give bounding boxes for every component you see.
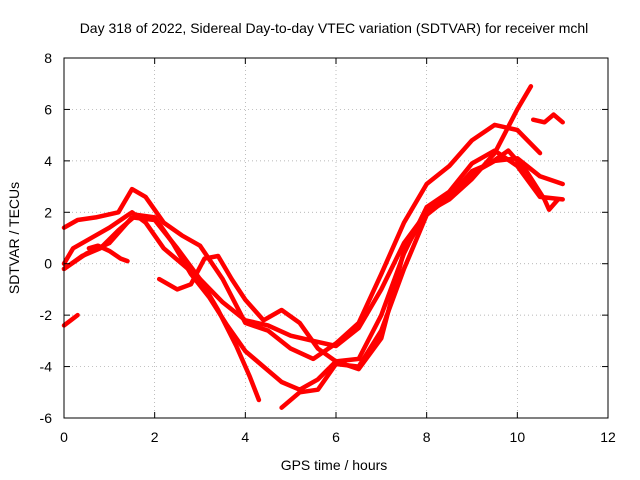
y-tick-label: 4 [44, 153, 52, 169]
x-tick-label: 8 [423, 429, 431, 445]
x-tick-label: 10 [510, 429, 526, 445]
axis-ticks: 0 2 4 6 8 10 12 -6 -4 -2 0 2 4 6 8 [40, 50, 616, 445]
y-tick-label: -6 [40, 410, 53, 426]
x-tick-label: 6 [332, 429, 340, 445]
series-track-2 [61, 122, 543, 362]
x-axis-label: GPS time / hours [281, 457, 388, 473]
y-tick-label: 2 [44, 204, 52, 220]
y-tick-label: 0 [44, 256, 52, 272]
y-tick-label: -2 [40, 307, 53, 323]
y-tick-label: 6 [44, 101, 52, 117]
x-tick-label: 2 [151, 429, 159, 445]
series-track-7 [86, 243, 130, 264]
x-tick-label: 0 [60, 429, 68, 445]
series-layer [61, 84, 565, 410]
y-axis-label: SDTVAR / TECUs [6, 182, 22, 294]
x-tick-label: 4 [241, 429, 249, 445]
series-track-9 [530, 112, 565, 125]
series-track-5 [156, 148, 565, 364]
y-tick-label: 8 [44, 50, 52, 66]
y-tick-label: -4 [40, 359, 53, 375]
series-track-8 [61, 312, 80, 328]
series-track-6 [279, 148, 561, 410]
x-tick-label: 12 [600, 429, 616, 445]
chart-title: Day 318 of 2022, Sidereal Day-to-day VTE… [80, 20, 589, 36]
